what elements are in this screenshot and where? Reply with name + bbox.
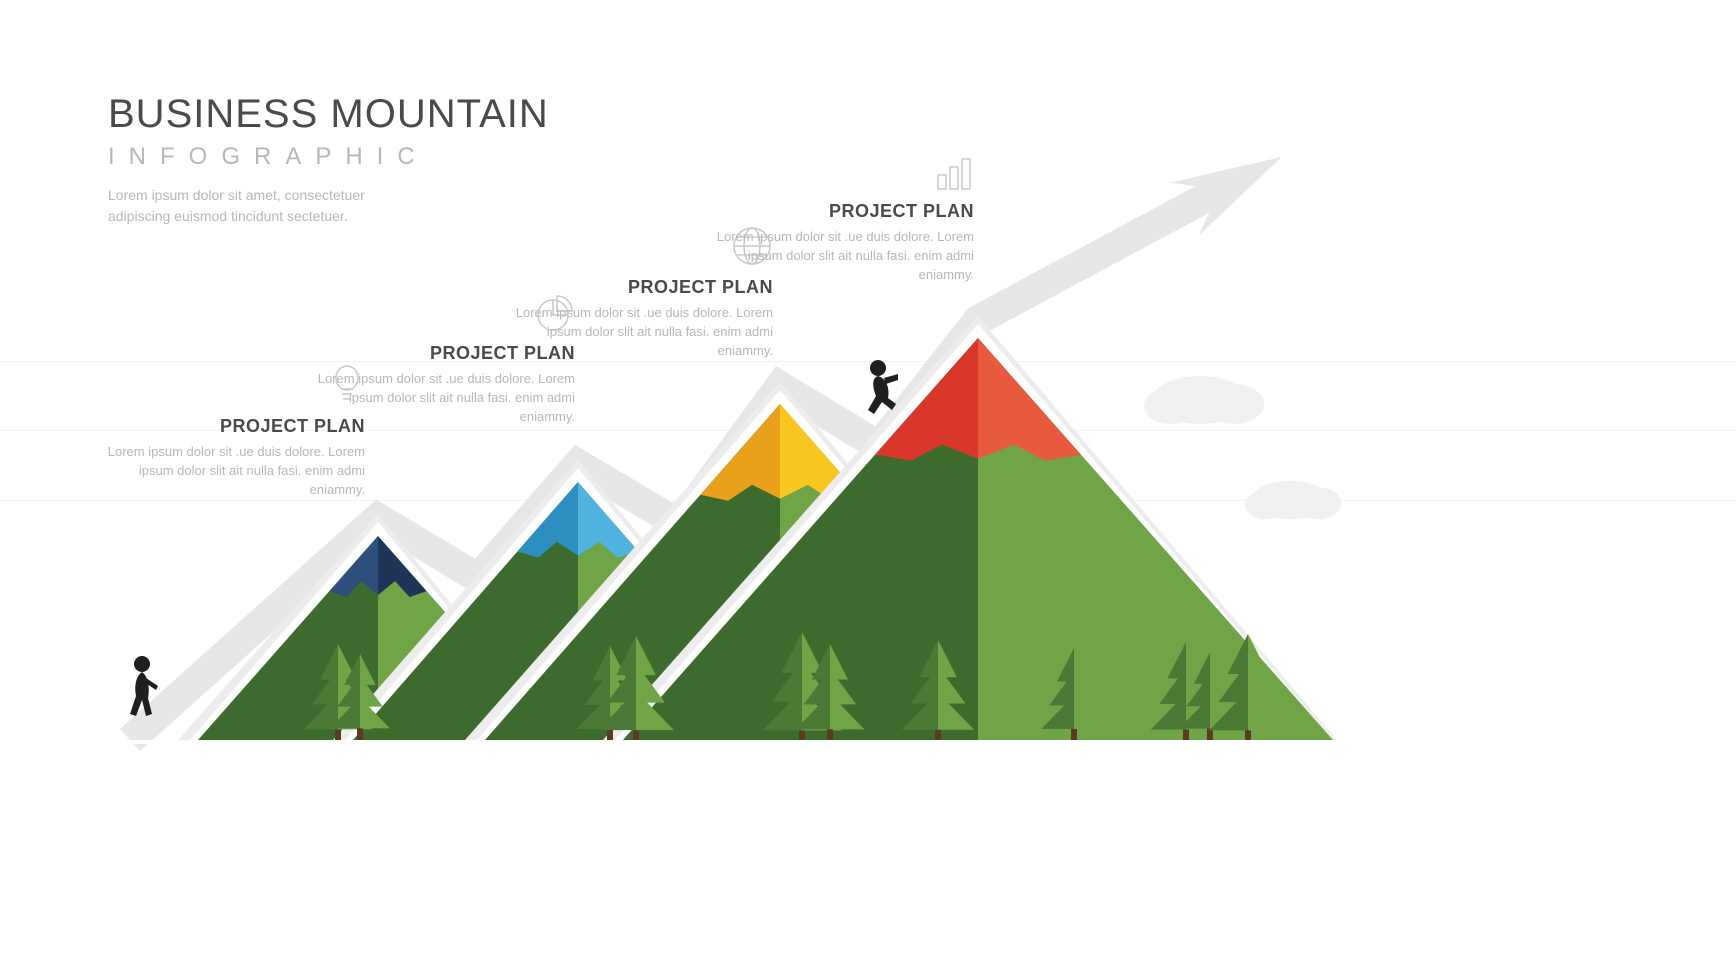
step-desc: Lorem ipsum dolor sit .ue duis dolore. L…	[513, 304, 773, 361]
infographic-canvas: BUSINESS MOUNTAIN INFOGRAPHIC Lorem ipsu…	[0, 0, 1736, 980]
cloud-icon	[1245, 481, 1341, 519]
climber-icon	[868, 360, 898, 414]
cloud-icon	[1144, 376, 1264, 424]
step: PROJECT PLAN Lorem ipsum dolor sit .ue du…	[714, 155, 974, 285]
step-desc: Lorem ipsum dolor sit .ue duis dolore. L…	[105, 443, 365, 500]
page-description: Lorem ipsum dolor sit amet, consectetuer…	[108, 185, 428, 227]
step-desc: Lorem ipsum dolor sit .ue duis dolore. L…	[315, 370, 575, 427]
step-desc: Lorem ipsum dolor sit .ue duis dolore. L…	[714, 228, 974, 285]
step-title: PROJECT PLAN	[714, 201, 974, 222]
header: BUSINESS MOUNTAIN INFOGRAPHIC Lorem ipsu…	[108, 92, 549, 227]
page-title: BUSINESS MOUNTAIN	[108, 92, 549, 137]
bar-chart-icon	[934, 155, 974, 191]
page-subtitle: INFOGRAPHIC	[108, 143, 549, 171]
